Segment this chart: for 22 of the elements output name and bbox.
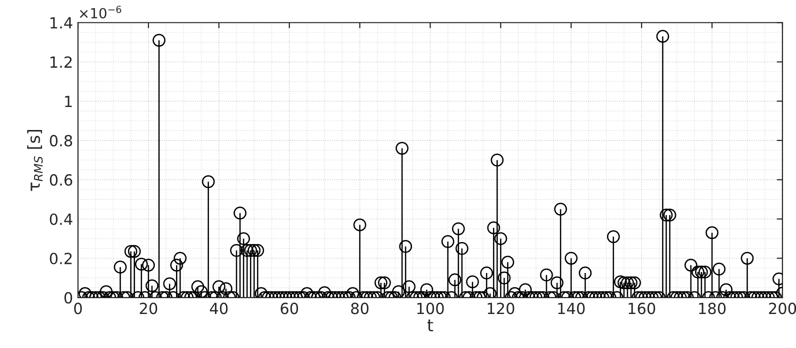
x-tick-label: 140	[558, 302, 585, 314]
x-tick-label: 60	[280, 302, 298, 314]
y-tick-label: 1.2	[50, 56, 72, 68]
y-tick-label: 0.2	[50, 252, 72, 264]
x-tick-label: 120	[488, 302, 514, 314]
x-tick-label: 180	[699, 302, 726, 314]
y-tick-label: 1.4	[50, 17, 72, 28]
y-tick-label: 0.4	[50, 213, 72, 226]
text: ×10$^{−6}$	[80, 6, 122, 18]
y-tick-label: 0.8	[50, 134, 72, 146]
y-tick-label: 0	[64, 292, 72, 304]
y-tick-label: 0.6	[50, 174, 72, 186]
x-axis-title: t	[427, 320, 434, 332]
x-tick-label: 40	[210, 302, 228, 314]
x-tick-label: 20	[140, 302, 158, 314]
x-tick-label: 200	[769, 302, 796, 314]
x-tick-label: 160	[628, 302, 656, 314]
y-axis-title: τ$_{RMS}$ [s]	[27, 130, 43, 191]
x-tick-label: 100	[417, 302, 444, 314]
x-tick-label: 80	[351, 302, 368, 314]
y-tick-label: 1	[65, 96, 72, 107]
x-tick-label: 0	[74, 302, 82, 314]
